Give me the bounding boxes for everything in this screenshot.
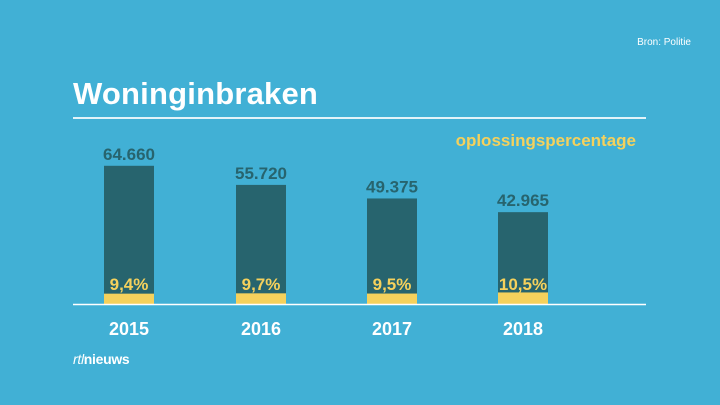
x-tick-label-2018: 2018 <box>503 319 543 339</box>
value-label-2017: 49.375 <box>366 177 418 196</box>
bar-2018 <box>498 212 548 304</box>
rate-label-2015: 9,4% <box>110 275 149 294</box>
rate-bar-2016 <box>236 293 286 304</box>
rate-label-2018: 10,5% <box>499 275 547 294</box>
rate-label-2016: 9,7% <box>242 275 281 294</box>
rate-label-2017: 9,5% <box>373 275 412 294</box>
bar-2015 <box>104 165 154 304</box>
value-label-2018: 42.965 <box>497 191 549 210</box>
x-tick-label-2017: 2017 <box>372 319 412 339</box>
source-label: Bron: Politie <box>637 37 691 48</box>
rate-bar-2015 <box>104 293 154 304</box>
bar-2017 <box>367 198 417 304</box>
legend-solve-rate: oplossingspercentage <box>455 131 636 150</box>
title-divider <box>73 117 646 119</box>
rate-bar-2018 <box>498 292 548 304</box>
page-title: Woninginbraken <box>73 76 319 111</box>
rate-bar-2017 <box>367 293 417 304</box>
rtl-nieuws-logo: rtlnieuws <box>73 351 130 367</box>
logo-name: nieuws <box>83 351 130 367</box>
value-label-2016: 55.720 <box>235 164 287 183</box>
logo-prefix: rtl <box>73 351 84 367</box>
value-label-2015: 64.660 <box>103 145 155 164</box>
bar-2016 <box>236 184 286 304</box>
x-tick-label-2015: 2015 <box>109 319 149 339</box>
x-tick-label-2016: 2016 <box>241 319 281 339</box>
